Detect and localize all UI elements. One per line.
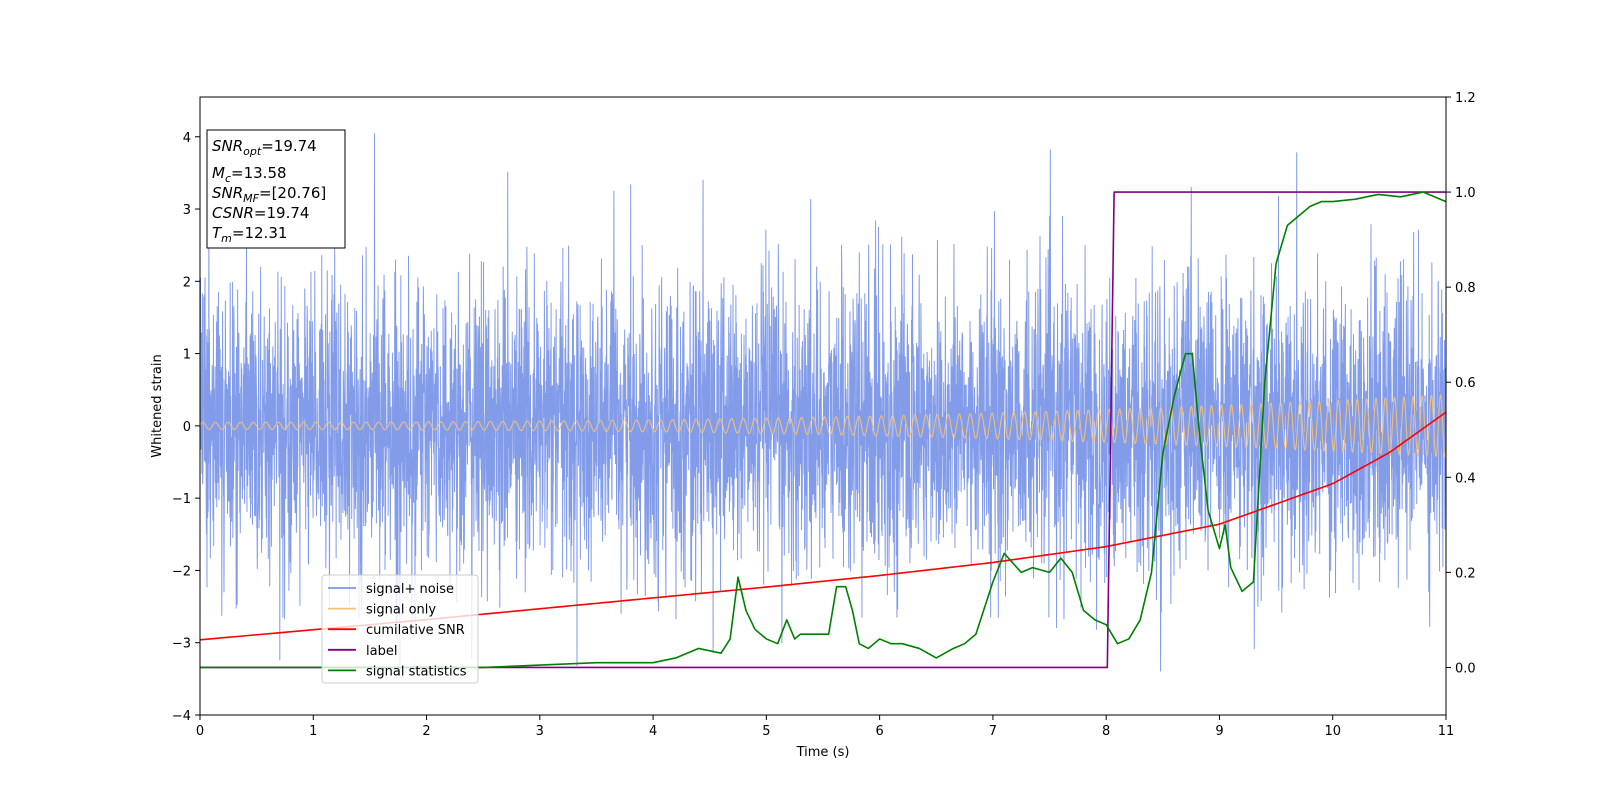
- y-right-tick-label: 0.0: [1455, 661, 1476, 676]
- legend-label: signal+ noise: [366, 582, 454, 597]
- legend-label: signal statistics: [366, 664, 467, 679]
- x-axis: 0 1 2 3 4 5 6 7 8 9 10 11: [196, 715, 1454, 739]
- x-tick-label: 6: [875, 724, 883, 739]
- y-axis-label: Whitened strain: [150, 354, 165, 457]
- y-right-tick-label: 1.2: [1455, 91, 1476, 106]
- x-tick-label: 0: [196, 724, 204, 739]
- y-left-tick-label: −1: [172, 492, 191, 507]
- x-tick-label: 3: [536, 724, 544, 739]
- y-axis-left: −4 −3 −2 −1 0 1 2 3 4: [172, 131, 200, 724]
- label-line: [200, 191, 1446, 669]
- info-mc: Mc=13.58: [212, 164, 287, 185]
- legend-label: label: [366, 644, 397, 659]
- y-left-tick-label: 0: [183, 420, 191, 435]
- y-left-tick-label: 4: [183, 131, 191, 146]
- x-tick-label: 7: [989, 724, 997, 739]
- legend-label: signal only: [366, 603, 436, 618]
- x-tick-label: 5: [762, 724, 770, 739]
- legend: signal+ noise signal only cumilative SNR la…: [321, 574, 479, 684]
- signal-only-line: [200, 394, 1446, 458]
- y-right-tick-label: 0.6: [1455, 376, 1476, 391]
- y-right-tick-label: 0.2: [1455, 566, 1476, 581]
- info-snr-mf: SNRMF=[20.76]: [212, 184, 326, 205]
- info-tm: Tm=12.31: [212, 224, 287, 245]
- x-tick-label: 2: [422, 724, 430, 739]
- y-axis-right: 0.0 0.2 0.4 0.6 0.8 1.0 1.2: [1446, 91, 1476, 676]
- info-box: SNRopt=19.74 Mc=13.58 SNRMF=[20.76] CSNR…: [206, 129, 346, 249]
- y-left-tick-label: −4: [172, 709, 191, 724]
- info-csnr: CSNR=19.74: [212, 204, 309, 222]
- y-left-tick-label: 1: [183, 348, 191, 363]
- x-tick-label: 10: [1324, 724, 1341, 739]
- y-right-tick-label: 0.8: [1455, 281, 1476, 296]
- legend-label: cumilative SNR: [366, 623, 465, 638]
- info-box-frame: [206, 129, 346, 249]
- x-tick-label: 4: [649, 724, 657, 739]
- series-signal-only: [200, 394, 1446, 458]
- info-snr-opt: SNRopt=19.74: [212, 137, 317, 158]
- series-signal-statistics: [200, 191, 1446, 669]
- plot-frame: [199, 96, 1447, 716]
- x-tick-label: 1: [309, 724, 317, 739]
- y-left-tick-label: 2: [183, 275, 191, 290]
- series-label: [200, 191, 1446, 669]
- x-tick-label: 9: [1215, 724, 1223, 739]
- y-right-tick-label: 1.0: [1455, 186, 1476, 201]
- x-tick-label: 11: [1438, 724, 1455, 739]
- y-left-tick-label: −3: [172, 637, 191, 652]
- signal-statistics-line: [200, 191, 1446, 669]
- y-left-tick-label: 3: [183, 203, 191, 218]
- x-axis-label: Time (s): [796, 745, 850, 760]
- y-right-tick-label: 0.4: [1455, 471, 1476, 486]
- y-left-tick-label: −2: [172, 564, 191, 579]
- legend-frame: [321, 574, 479, 684]
- x-tick-label: 8: [1102, 724, 1110, 739]
